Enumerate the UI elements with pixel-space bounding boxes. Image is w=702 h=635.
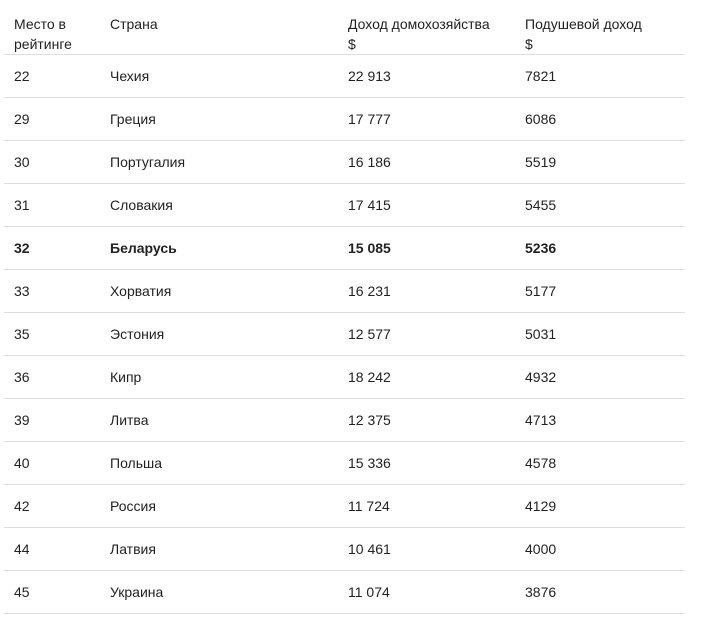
cell-percapita: 4000 [515, 527, 685, 571]
cell-household: 18 242 [338, 355, 515, 399]
income-ranking-table: Место в рейтинге Страна Доход домохозяйс… [4, 0, 685, 614]
cell-percapita: 5236 [515, 226, 685, 270]
cell-rank: 39 [4, 398, 100, 442]
cell-household: 12 577 [338, 312, 515, 356]
cell-percapita: 5455 [515, 183, 685, 227]
header-country: Страна [100, 0, 338, 55]
cell-household: 11 074 [338, 570, 515, 614]
cell-rank: 42 [4, 484, 100, 528]
table-header-row: Место в рейтинге Страна Доход домохозяйс… [4, 0, 685, 55]
cell-rank: 36 [4, 355, 100, 399]
cell-rank: 30 [4, 140, 100, 184]
cell-rank: 31 [4, 183, 100, 227]
header-percapita-label: Подушевой доход [525, 16, 642, 32]
table-row: 32 Беларусь 15 085 5236 [4, 226, 685, 270]
table-row: 36 Кипр 18 242 4932 [4, 355, 685, 399]
cell-percapita: 4129 [515, 484, 685, 528]
cell-household: 15 336 [338, 441, 515, 485]
header-household-unit: $ [348, 36, 356, 52]
cell-percapita: 5031 [515, 312, 685, 356]
cell-household: 11 724 [338, 484, 515, 528]
cell-percapita: 6086 [515, 97, 685, 141]
cell-country: Греция [100, 97, 338, 141]
cell-percapita: 5177 [515, 269, 685, 313]
cell-percapita: 5519 [515, 140, 685, 184]
header-household-income: Доход домохозяйства $ [338, 0, 515, 55]
table-row: 45 Украина 11 074 3876 [4, 570, 685, 614]
table-row: 39 Литва 12 375 4713 [4, 398, 685, 442]
cell-country: Кипр [100, 355, 338, 399]
table-row: 44 Латвия 10 461 4000 [4, 527, 685, 571]
cell-country: Польша [100, 441, 338, 485]
header-percapita-income: Подушевой доход $ [515, 0, 685, 55]
table-row: 22 Чехия 22 913 7821 [4, 54, 685, 98]
cell-percapita: 4713 [515, 398, 685, 442]
cell-household: 16 186 [338, 140, 515, 184]
cell-household: 12 375 [338, 398, 515, 442]
table-row: 31 Словакия 17 415 5455 [4, 183, 685, 227]
cell-household: 16 231 [338, 269, 515, 313]
cell-percapita: 4932 [515, 355, 685, 399]
cell-country: Украина [100, 570, 338, 614]
cell-household: 10 461 [338, 527, 515, 571]
cell-country: Латвия [100, 527, 338, 571]
cell-country: Литва [100, 398, 338, 442]
cell-rank: 40 [4, 441, 100, 485]
cell-country: Португалия [100, 140, 338, 184]
cell-country: Хорватия [100, 269, 338, 313]
header-percapita-unit: $ [525, 36, 533, 52]
table-row: 40 Польша 15 336 4578 [4, 441, 685, 485]
header-household-label: Доход домохозяйства [348, 16, 490, 32]
cell-household: 17 777 [338, 97, 515, 141]
cell-household: 17 415 [338, 183, 515, 227]
table-row: 29 Греция 17 777 6086 [4, 97, 685, 141]
cell-percapita: 7821 [515, 54, 685, 98]
cell-percapita: 3876 [515, 570, 685, 614]
table-row: 30 Португалия 16 186 5519 [4, 140, 685, 184]
cell-country: Россия [100, 484, 338, 528]
table-row: 33 Хорватия 16 231 5177 [4, 269, 685, 313]
cell-country: Словакия [100, 183, 338, 227]
cell-rank: 29 [4, 97, 100, 141]
cell-rank: 33 [4, 269, 100, 313]
cell-rank: 44 [4, 527, 100, 571]
cell-rank: 32 [4, 226, 100, 270]
cell-rank: 45 [4, 570, 100, 614]
table-row: 42 Россия 11 724 4129 [4, 484, 685, 528]
cell-percapita: 4578 [515, 441, 685, 485]
cell-rank: 35 [4, 312, 100, 356]
cell-country: Эстония [100, 312, 338, 356]
cell-household: 15 085 [338, 226, 515, 270]
cell-household: 22 913 [338, 54, 515, 98]
cell-rank: 22 [4, 54, 100, 98]
header-rank: Место в рейтинге [4, 0, 100, 55]
cell-country: Чехия [100, 54, 338, 98]
table-row: 35 Эстония 12 577 5031 [4, 312, 685, 356]
cell-country: Беларусь [100, 226, 338, 270]
